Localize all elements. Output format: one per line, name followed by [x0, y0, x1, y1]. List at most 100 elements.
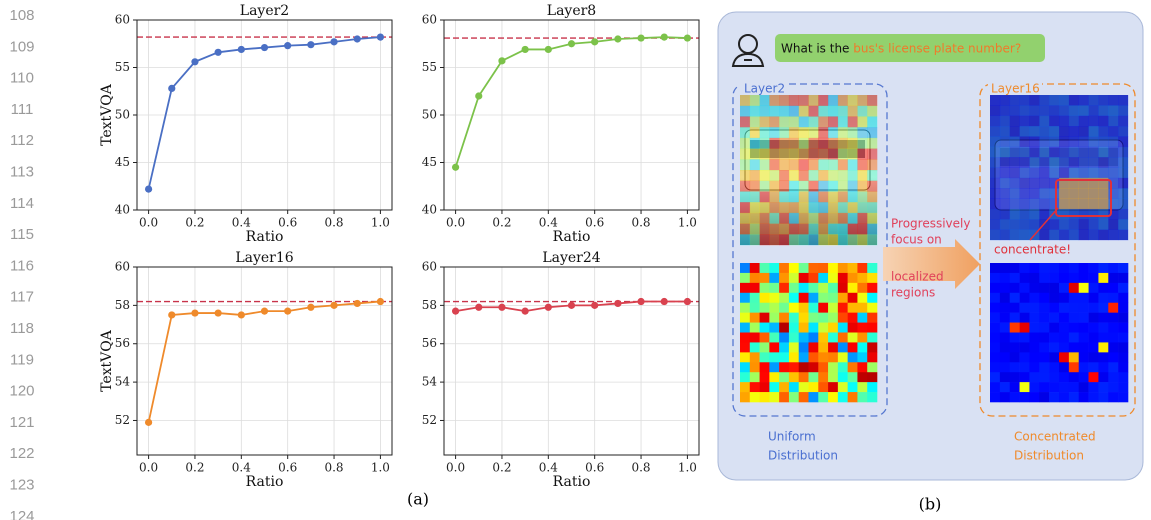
data-point [260, 43, 269, 52]
data-point [168, 84, 176, 92]
heatmap-cell [740, 234, 751, 246]
heatmap-cell [1019, 177, 1030, 189]
heatmap-cell [999, 167, 1011, 179]
heatmap-cell [1078, 332, 1089, 343]
heatmap-cell [818, 322, 829, 333]
heatmap-cell [759, 234, 770, 246]
heatmap-cell [1059, 188, 1070, 199]
heatmap-cell [847, 362, 858, 373]
heatmap-cell [749, 105, 760, 117]
heatmap-cell [1068, 115, 1080, 127]
heatmap-cell [769, 322, 780, 333]
heatmap-cell [1098, 352, 1109, 363]
heatmap-cell [990, 342, 1001, 353]
heatmap-cell [808, 382, 819, 393]
heatmap-cell [769, 148, 780, 160]
heatmap-cell [1029, 115, 1040, 127]
heatmap-cell [1108, 198, 1119, 210]
heatmap-cell [759, 212, 770, 224]
line-number: 122 [9, 445, 34, 462]
heatmap-cell [847, 382, 858, 393]
heatmap-cell [1009, 167, 1020, 179]
heatmap-cell [867, 202, 878, 214]
heatmap-cell [847, 180, 858, 192]
heatmap-cell [857, 282, 868, 294]
heatmap-cell [999, 332, 1011, 343]
heatmap-cell [818, 272, 829, 284]
heatmap-cell [1088, 177, 1099, 189]
heatmap-cell [1108, 263, 1119, 274]
heatmap-cell [1049, 292, 1060, 304]
y-tick-label: 54 [115, 375, 131, 389]
right-label: Layer16 [991, 82, 1040, 96]
heatmap-cell [837, 332, 848, 343]
heatmap-cell [1009, 263, 1020, 274]
x-axis-label: Ratio [553, 474, 591, 490]
heatmap-cell [749, 234, 760, 246]
heatmap-cell [1068, 342, 1080, 353]
heatmap-cell [1019, 95, 1030, 106]
heatmap-cell [769, 170, 780, 182]
heatmap-cell [1059, 146, 1070, 158]
heatmap-cell [779, 392, 790, 403]
heatmap-cell [779, 272, 790, 284]
heatmap-cell [857, 223, 868, 235]
heatmap-cell [759, 322, 770, 333]
heatmap-cell [1029, 157, 1040, 168]
heatmap-cell [1078, 352, 1089, 363]
heatmap-cell [1039, 302, 1050, 313]
heatmap-cell [1118, 188, 1129, 199]
heatmap-cell [1019, 198, 1030, 210]
heatmap-cell [759, 116, 770, 128]
heatmap-cell [828, 302, 839, 313]
heatmap-cell [1088, 292, 1099, 304]
data-point [567, 301, 576, 309]
heatmap-cell [779, 292, 790, 304]
heatmap-cell [749, 362, 760, 373]
x-axis-label: Ratio [246, 229, 284, 245]
heatmap-cell [1039, 167, 1050, 179]
heatmap-cell [1039, 282, 1050, 294]
heatmap-cell [847, 322, 858, 333]
data-point [330, 301, 338, 309]
annotation: concentrate! [994, 243, 1071, 257]
heatmap-cell [740, 282, 751, 294]
heatmap-cell [740, 272, 751, 284]
chart-title: Layer24 [542, 250, 600, 266]
heatmap-cell [867, 362, 878, 373]
heatmap-cell [1049, 146, 1060, 158]
heatmap-cell [788, 392, 800, 403]
heatmap-cell [1039, 312, 1050, 323]
heatmap-cell [990, 282, 1001, 294]
heatmap-cell [1098, 115, 1109, 127]
heatmap-cell [1009, 136, 1020, 148]
heatmap-cell [1068, 312, 1080, 323]
heatmap-cell [1118, 167, 1129, 179]
heatmap-cell [798, 191, 809, 203]
heatmap-cell [867, 148, 878, 160]
heatmap-cell [818, 382, 829, 393]
heatmap-cell [740, 191, 751, 203]
heatmap-cell [818, 292, 829, 304]
heatmap-cell [808, 180, 819, 192]
heatmap-cell [1019, 229, 1030, 241]
heatmap-cell [1068, 136, 1080, 148]
heatmap-cell [798, 272, 809, 284]
x-tick-label: 1.0 [678, 216, 697, 230]
heatmap-cell [779, 170, 790, 182]
heatmap-cell [837, 372, 848, 383]
heatmap-cell [837, 212, 848, 224]
heatmap-cell [788, 170, 800, 182]
heatmap-cell [759, 170, 770, 182]
heatmap-cell [749, 332, 760, 343]
heatmap-cell [1049, 282, 1060, 294]
heatmap-cell [1039, 382, 1050, 393]
heatmap-cell [788, 191, 800, 203]
heatmap-cell [857, 352, 868, 363]
heatmap-cell [749, 159, 760, 171]
y-tick-label: 55 [115, 60, 130, 74]
data-point [544, 303, 552, 311]
heatmap-cell [1098, 105, 1109, 117]
heatmap-cell [1098, 292, 1109, 304]
x-tick-label: 0.2 [185, 216, 204, 230]
